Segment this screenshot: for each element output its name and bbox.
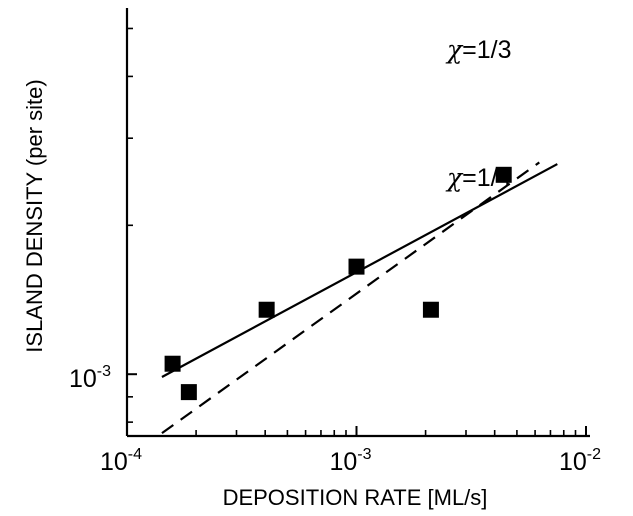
y-tick-label: 10-3	[69, 363, 111, 393]
y-axis-label: ISLAND DENSITY (per site)	[22, 79, 47, 352]
x-tick-label: 10-2	[559, 446, 601, 476]
x-axis-ticks: 10-4 10-3 10-2	[100, 426, 601, 476]
data-point	[180, 384, 197, 401]
x-tick-label: 10-3	[329, 446, 371, 476]
data-point	[258, 301, 275, 318]
fit-lines	[161, 161, 558, 435]
data-point	[348, 258, 365, 275]
data-point	[164, 355, 181, 372]
x-axis-label: DEPOSITION RATE [ML/s]	[223, 485, 488, 510]
y-axis-ticks: 10-3	[69, 27, 137, 423]
x-tick-label: 10-4	[100, 446, 142, 476]
annotation-chi-one-third: χ=1/3	[445, 35, 512, 64]
data-point	[422, 301, 439, 318]
annotation-chi-one-quarter: χ=1/4	[445, 163, 512, 192]
data-point	[495, 166, 512, 183]
data-points	[164, 166, 512, 401]
fit-line-dashed	[161, 161, 540, 435]
